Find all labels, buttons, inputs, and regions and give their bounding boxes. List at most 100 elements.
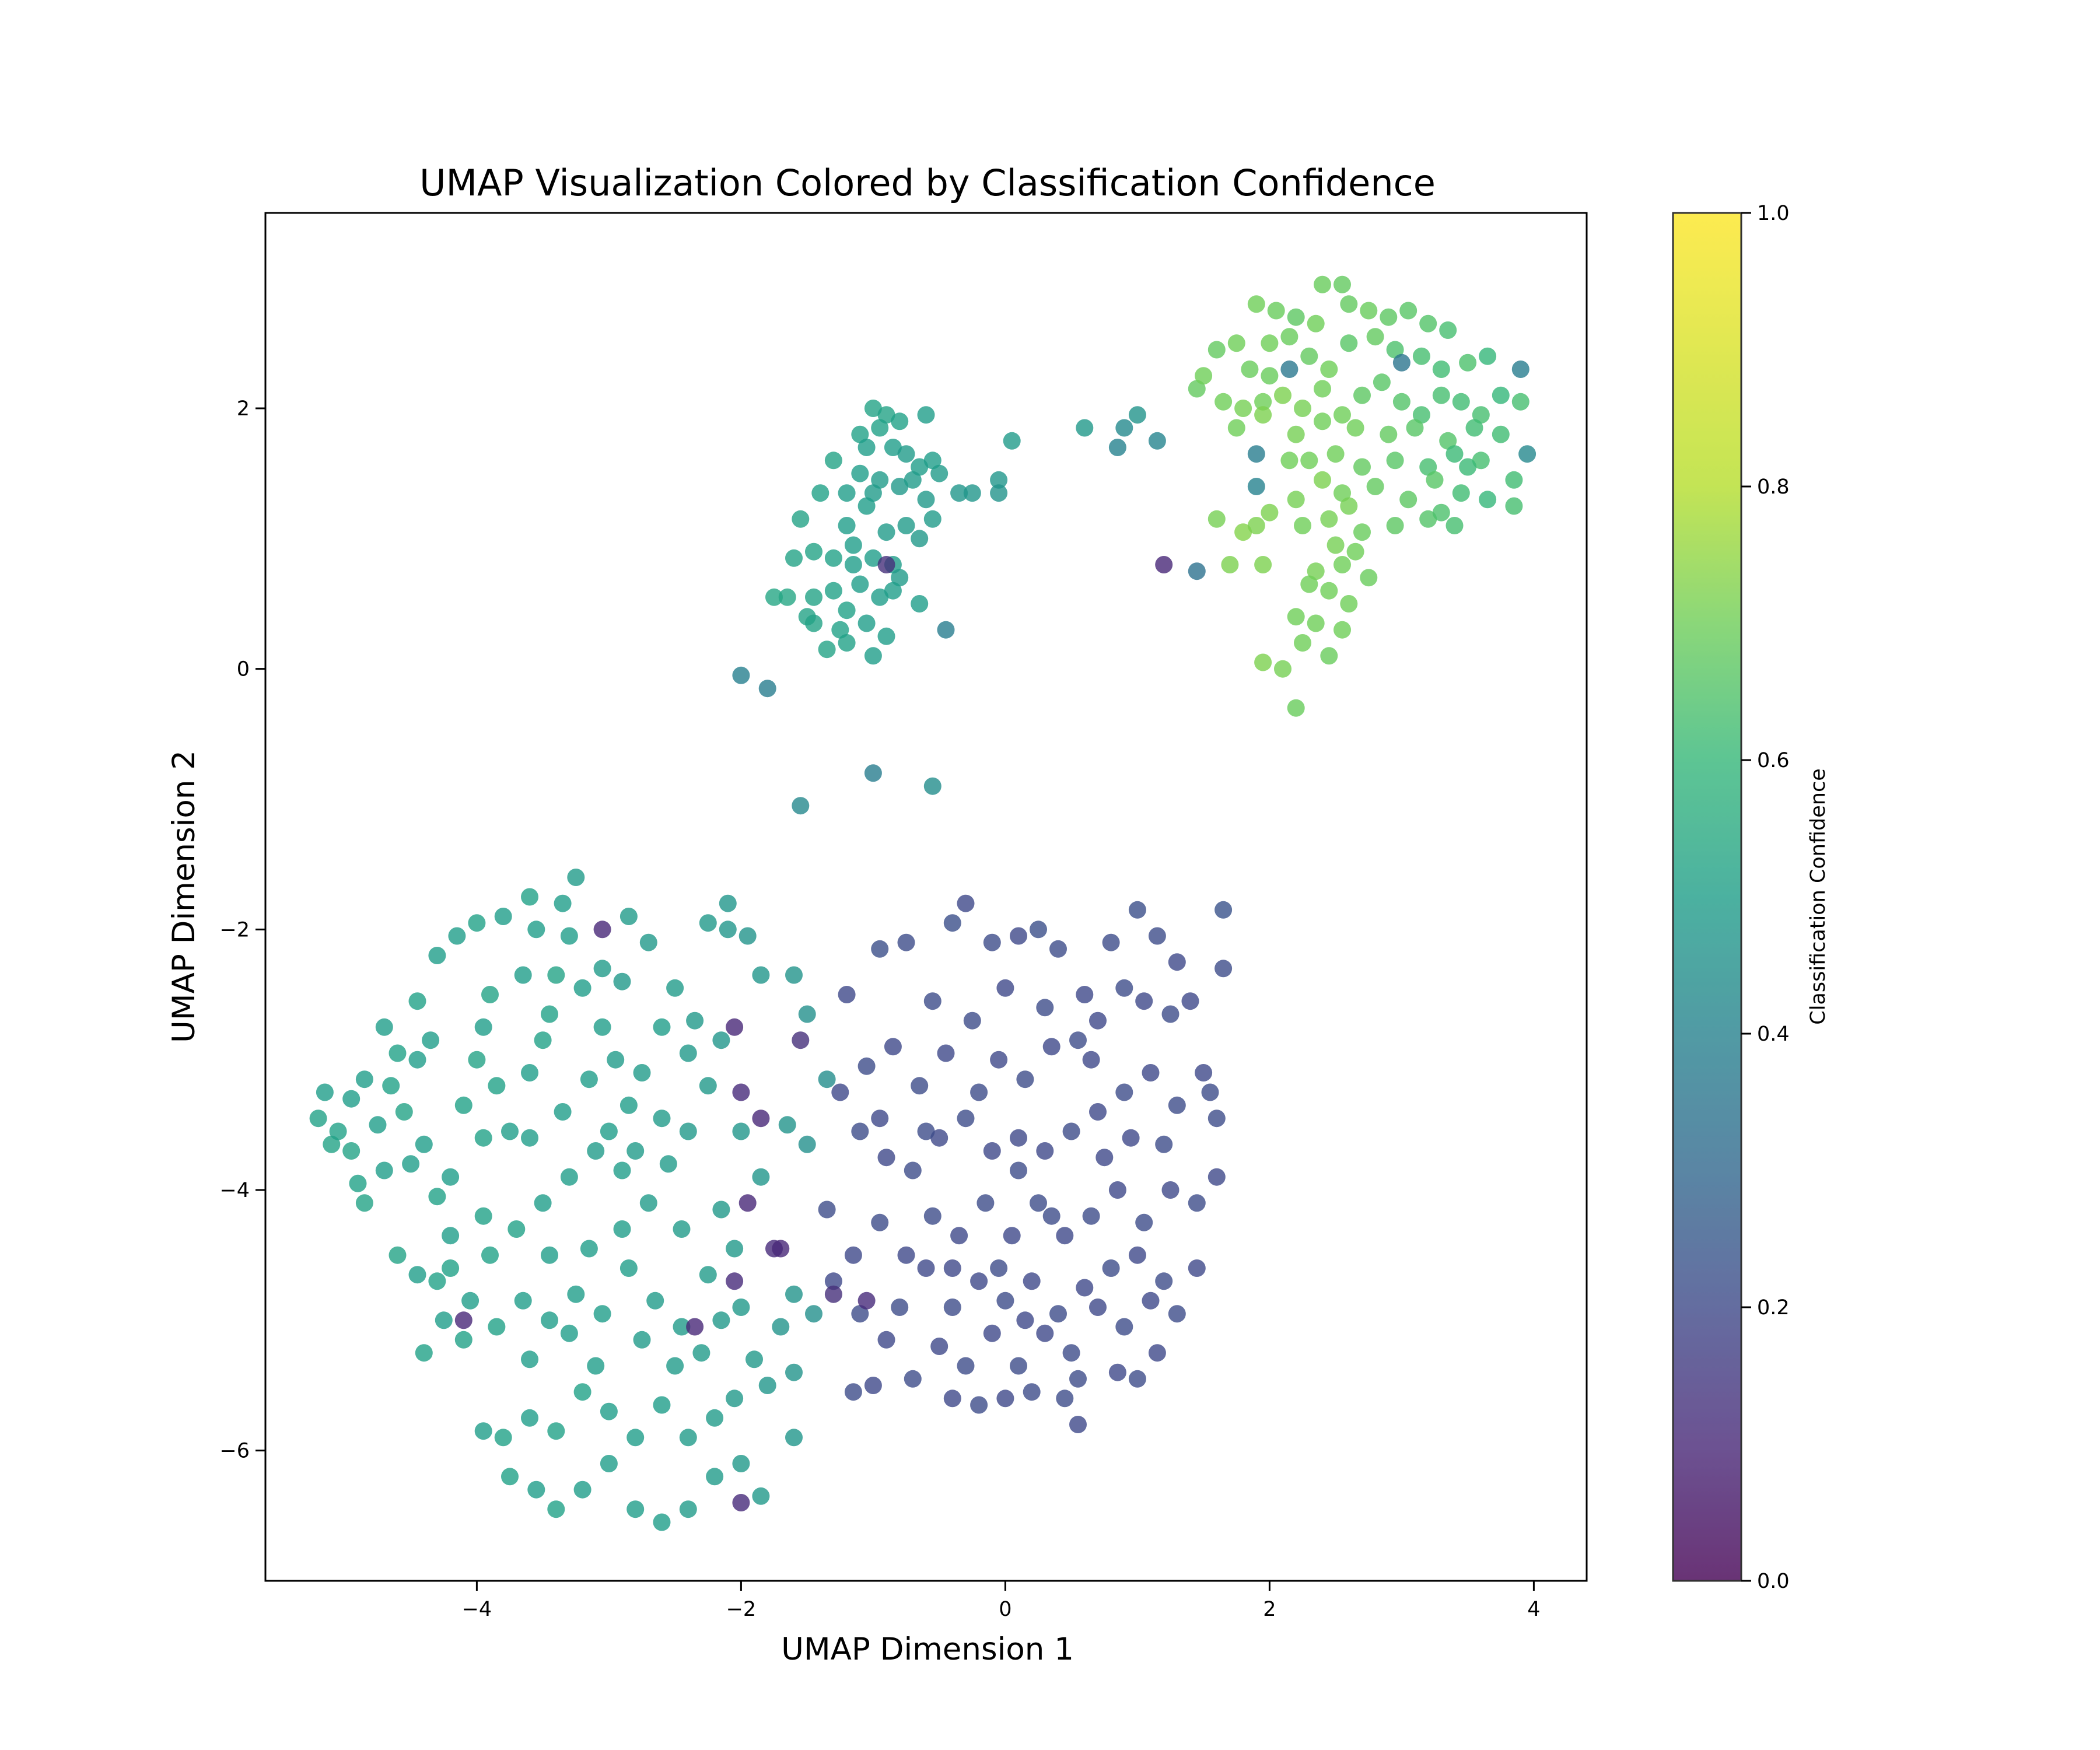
- data-point-lower-right-73: [1115, 1318, 1133, 1336]
- data-point-lower-left-11: [415, 1135, 433, 1153]
- data-point-upper-right-72: [1294, 517, 1311, 534]
- data-point-lower-left-16: [428, 1272, 446, 1290]
- data-point-lower-left-73: [726, 1390, 744, 1408]
- data-point-lower-right-107: [970, 1083, 988, 1101]
- data-point-upper-right-19: [1340, 334, 1358, 352]
- data-point-lower-left-80: [547, 1422, 565, 1440]
- data-point-lower-left-149: [726, 1018, 744, 1036]
- data-point-upper-right-57: [1386, 452, 1404, 470]
- data-point-lower-left-127: [554, 1103, 572, 1121]
- data-point-lower-right-72: [1089, 1298, 1107, 1316]
- data-point-upper-middle-54: [884, 582, 902, 600]
- data-point-upper-right-104: [1247, 478, 1265, 495]
- data-point-upper-middle-5: [884, 439, 902, 456]
- data-point-upper-right-108: [1280, 452, 1298, 470]
- data-point-lower-left-83: [474, 1422, 492, 1440]
- data-point-lower-right-35: [957, 1110, 975, 1128]
- data-point-upper-right-106: [1340, 497, 1358, 515]
- data-point-lower-left-150: [752, 1110, 770, 1128]
- data-point-upper-right-86: [1221, 556, 1239, 573]
- data-point-bridge-10: [864, 764, 882, 782]
- data-point-lower-right-58: [897, 1246, 915, 1264]
- data-point-lower-left-68: [673, 1318, 691, 1336]
- data-point-lower-right-21: [1069, 1031, 1087, 1049]
- data-point-lower-left-36: [514, 966, 532, 984]
- data-point-upper-right-67: [1426, 471, 1444, 489]
- data-point-lower-left-46: [699, 1077, 717, 1095]
- data-point-lower-right-80: [1076, 1279, 1094, 1297]
- data-point-lower-left-85: [527, 1480, 545, 1499]
- data-point-lower-right-112: [943, 1259, 961, 1277]
- data-point-lower-right-26: [937, 1044, 955, 1062]
- data-point-lower-left-72: [746, 1350, 763, 1368]
- data-point-upper-middle-41: [877, 556, 895, 573]
- data-point-lower-right-84: [970, 1272, 988, 1290]
- data-point-lower-right-92: [996, 1390, 1014, 1408]
- data-point-lower-left-63: [541, 1311, 558, 1329]
- data-point-upper-middle-23: [824, 549, 842, 567]
- data-point-upper-right-7: [1360, 302, 1378, 320]
- data-point-lower-left-28: [521, 888, 538, 906]
- data-point-lower-right-74: [1142, 1292, 1160, 1310]
- data-point-lower-left-77: [626, 1429, 645, 1447]
- data-point-lower-right-14: [1214, 901, 1233, 919]
- data-point-upper-middle-36: [831, 621, 849, 639]
- data-point-lower-right-119: [923, 992, 942, 1010]
- data-point-lower-left-107: [752, 966, 770, 984]
- data-point-lower-left-129: [600, 1122, 618, 1140]
- data-point-upper-right-2: [1247, 295, 1265, 313]
- data-point-upper-middle-48: [923, 452, 942, 470]
- data-point-lower-left-52: [587, 1142, 605, 1160]
- data-point-lower-left-126: [521, 1129, 538, 1147]
- data-point-lower-right-88: [864, 1377, 882, 1394]
- data-point-upper-right-21: [1386, 341, 1404, 359]
- data-point-lower-right-0: [838, 986, 856, 1003]
- data-point-lower-left-135: [580, 1240, 598, 1258]
- data-point-lower-right-18: [1135, 992, 1153, 1010]
- data-point-upper-middle-56: [838, 601, 856, 620]
- data-point-lower-right-99: [792, 1031, 810, 1049]
- data-point-lower-left-58: [454, 1331, 473, 1349]
- data-point-upper-right-90: [1340, 595, 1358, 612]
- data-point-lower-right-108: [1010, 1129, 1027, 1147]
- data-point-lower-left-118: [686, 1012, 704, 1030]
- data-point-upper-middle-14: [891, 478, 909, 495]
- data-point-lower-left-148: [726, 1272, 744, 1290]
- data-point-upper-right-88: [1300, 575, 1318, 593]
- data-point-upper-right-98: [1274, 660, 1292, 678]
- data-point-bridge-8: [758, 680, 776, 698]
- data-point-lower-right-2: [897, 933, 915, 951]
- data-point-lower-right-76: [1188, 1259, 1206, 1277]
- data-point-upper-right-41: [1472, 406, 1490, 424]
- data-point-upper-middle-57: [877, 523, 895, 541]
- data-point-lower-left-94: [752, 1487, 770, 1505]
- data-point-lower-right-114: [1016, 1311, 1034, 1329]
- data-point-lower-left-105: [798, 1005, 816, 1023]
- data-point-lower-right-20: [1089, 1012, 1107, 1030]
- data-point-lower-right-27: [911, 1077, 929, 1095]
- data-point-upper-middle-16: [950, 484, 968, 502]
- data-point-upper-right-99: [1261, 367, 1279, 385]
- data-point-upper-right-101: [1392, 354, 1410, 372]
- data-point-upper-middle-50: [858, 439, 876, 456]
- data-point-upper-right-78: [1208, 510, 1226, 528]
- data-point-lower-left-89: [626, 1500, 645, 1518]
- data-point-lower-left-54: [534, 1194, 552, 1212]
- data-point-upper-right-25: [1479, 347, 1497, 365]
- data-point-bridge-6: [1188, 562, 1206, 580]
- data-point-lower-left-61: [488, 1318, 506, 1336]
- data-point-lower-right-67: [957, 1357, 975, 1375]
- data-point-lower-left-41: [620, 1096, 638, 1114]
- data-point-lower-right-81: [1049, 1305, 1067, 1323]
- data-point-lower-left-125: [474, 1129, 492, 1147]
- colorbar-tick-label: 0.2: [1757, 1296, 1790, 1320]
- data-point-lower-right-106: [1036, 999, 1054, 1017]
- colorbar-tick-label: 1.0: [1757, 202, 1790, 225]
- data-point-lower-left-3: [342, 1090, 360, 1108]
- data-point-lower-left-23: [521, 1064, 538, 1082]
- data-point-lower-left-121: [329, 1122, 347, 1140]
- data-point-lower-left-155: [686, 1318, 704, 1336]
- data-point-lower-left-29: [494, 908, 512, 925]
- data-point-lower-right-91: [970, 1396, 988, 1414]
- data-point-lower-left-92: [706, 1468, 724, 1486]
